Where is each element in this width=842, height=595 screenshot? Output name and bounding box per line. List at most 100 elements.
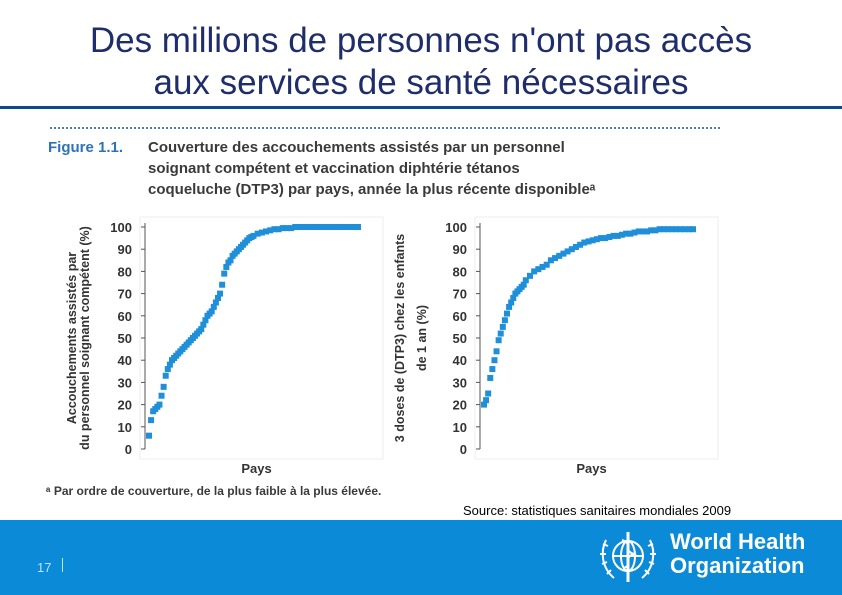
- chart-2-plot-area: [474, 216, 719, 460]
- chart-2-y-tick-label: 90: [453, 242, 467, 257]
- chart-1-y-tick-label: 80: [118, 264, 132, 279]
- chart-2-data-point: [614, 232, 621, 239]
- chart-2-y-tick-label: 70: [453, 287, 467, 302]
- chart-2-data-point: [522, 277, 529, 284]
- chart-1-y-axis-label-line-2: du personnel soignant compétent (%): [78, 226, 92, 450]
- page-number-separator: [62, 558, 63, 572]
- chart-1-data-point: [158, 392, 165, 399]
- chart-2-data-point: [552, 255, 559, 262]
- chart-2-data-point: [610, 232, 617, 239]
- chart-2-data-point: [487, 374, 494, 381]
- slide-title-line-2: aux services de santé nécessaires: [153, 63, 689, 102]
- chart-2-data-point: [526, 272, 533, 279]
- chart-2-data-point: [506, 303, 513, 310]
- chart-2-data-point: [577, 241, 584, 248]
- chart-1-data-point: [160, 383, 167, 390]
- chart-2-data-point: [556, 252, 563, 259]
- chart-1-data-point: [250, 232, 257, 239]
- chart-1-data-point: [217, 290, 224, 297]
- chart-2-data-point: [485, 390, 492, 397]
- chart-2-data-point: [593, 236, 600, 243]
- chart-1-data-point: [288, 225, 295, 232]
- figure-caption: Couverture des accouchements assistés pa…: [148, 137, 718, 200]
- chart-1-data-point: [223, 263, 230, 270]
- chart-2-data-point: [664, 226, 671, 233]
- chart-1-data-point: [166, 361, 173, 368]
- chart-1-y-tick-label: 30: [118, 375, 132, 390]
- chart-2-data-point: [568, 246, 575, 253]
- chart-2-data-point: [598, 235, 605, 242]
- chart-1-data-point: [271, 226, 278, 233]
- chart-1-data-point: [210, 303, 217, 310]
- chart-2-data-point: [543, 261, 550, 268]
- chart-1-y-tick-label: 60: [118, 309, 132, 324]
- chart-1-y-tick-label: 100: [110, 220, 132, 235]
- chart-2-data-point: [677, 226, 684, 233]
- title-underline: [0, 106, 842, 109]
- chart-1-data-point: [296, 224, 303, 230]
- chart-2-data-point: [631, 229, 638, 236]
- chart-2-data-point: [560, 250, 567, 257]
- who-emblem-icon: [600, 532, 656, 582]
- chart-2-data-point: [589, 237, 596, 244]
- who-wordmark: World Health Organization: [670, 530, 805, 578]
- who-name-line-2: Organization: [670, 553, 805, 578]
- chart-1-data-point: [212, 299, 219, 306]
- chart-2-data-point: [685, 226, 692, 233]
- chart-1-data-point: [221, 270, 228, 277]
- chart-1-data-point: [304, 224, 311, 230]
- figure-dotted-rule: [50, 127, 720, 129]
- figure-caption-line-3: coqueluche (DTP3) par pays, année la plu…: [148, 181, 596, 198]
- chart-2-data-point: [535, 266, 542, 273]
- chart-1-y-tick-label: 0: [125, 442, 132, 457]
- chart-1-data-point: [317, 224, 324, 230]
- chart-2-data-point: [572, 243, 579, 250]
- chart-2-data-point: [644, 228, 651, 235]
- chart-2-data-point: [508, 299, 515, 306]
- chart-1-data-point: [342, 224, 349, 230]
- chart-2-data-point: [585, 238, 592, 245]
- figure-caption-line-2: soignant compétent et vaccination diphté…: [148, 160, 520, 177]
- chart-1-data-point: [162, 372, 169, 379]
- chart-1-data-point: [279, 225, 286, 232]
- chart-2-data-point: [499, 323, 506, 330]
- chart-2-data-point: [669, 226, 676, 233]
- chart-2-data-point: [639, 228, 646, 235]
- chart-1-data-point: [200, 321, 207, 328]
- chart-1-data-point: [156, 401, 163, 408]
- chart-2-y-tick-label: 80: [453, 264, 467, 279]
- chart-2-data-point: [618, 231, 625, 238]
- chart-1-plot-area: [139, 216, 384, 460]
- chart-2-data-point: [503, 310, 510, 317]
- chart-2-y-tick-label: 50: [453, 331, 467, 346]
- chart-1-data-point: [258, 229, 265, 236]
- chart-2-data-point: [648, 227, 655, 234]
- chart-1-data-point: [146, 432, 152, 439]
- chart-2-data-point: [681, 226, 688, 233]
- chart-1-y-tick-label: 50: [118, 331, 132, 346]
- chart-2-data-point: [602, 235, 609, 242]
- chart-2-y-tick-label: 0: [460, 442, 467, 457]
- chart-1-y-axis-label-line-1: Accouchements assistés par: [65, 252, 79, 424]
- chart-2-data-point: [581, 239, 588, 246]
- chart-2-y-tick-label: 20: [453, 398, 467, 413]
- page-number: 17: [37, 560, 52, 575]
- chart-2-data-point: [564, 248, 571, 255]
- chart-2-data-point: [491, 357, 498, 364]
- chart-1-data-point: [263, 228, 270, 235]
- chart-1-data-point: [219, 281, 226, 288]
- chart-1-data-point: [321, 224, 328, 230]
- chart-2-y-tick-label: 30: [453, 375, 467, 390]
- chart-1-data-point: [338, 224, 345, 230]
- chart-1-y-tick-label: 10: [118, 420, 132, 435]
- chart-2-y-axis-label-line-2: de 1 an (%): [415, 305, 429, 371]
- chart-1-data-point: [275, 226, 282, 233]
- chart-2-data-point: [547, 257, 554, 264]
- chart-1-data-point: [202, 317, 209, 324]
- charts-svg: 0102030405060708090100PaysAccouchements …: [65, 216, 719, 476]
- chart-2-data-point: [673, 226, 680, 233]
- chart-1-data-point: [313, 224, 320, 230]
- chart-2-data-point: [531, 268, 538, 275]
- chart-1-data-point: [309, 224, 316, 230]
- chart-1-data-point: [214, 295, 221, 302]
